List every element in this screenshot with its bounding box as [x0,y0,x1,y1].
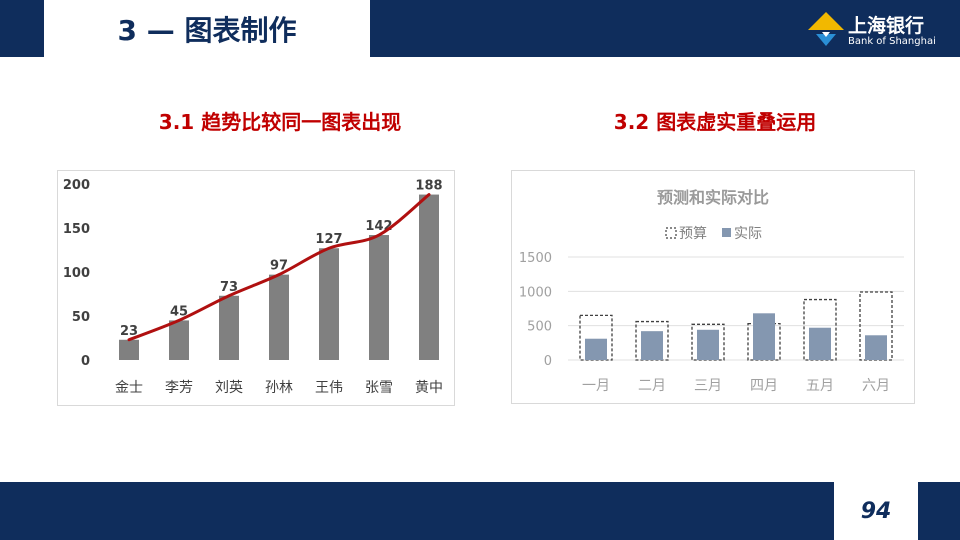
bar [369,235,389,360]
budget-bar [803,298,837,361]
data-label: 23 [120,324,138,339]
page-number-box: 94 [834,482,918,540]
actual-bar [641,331,663,360]
y-tick-label: 1500 [519,251,552,266]
x-tick-label: 黄中 [415,379,443,396]
actual-bar [697,329,719,360]
actual-bar [809,327,831,360]
legend-label: 预算 [679,226,707,242]
bar [119,339,139,360]
y-tick-label: 100 [63,266,90,281]
section-title-left: 3.1 趋势比较同一图表出现 [158,110,402,134]
data-label: 142 [365,219,392,234]
data-label: 97 [270,259,288,274]
y-tick-label: 50 [72,310,90,325]
bank-logo-icon [808,12,844,46]
x-tick-label: 一月 [582,378,610,394]
y-tick-label: 150 [63,222,90,237]
trend-bar-chart: 0 50 100 150 200 23 金士 45 李芳 73 刘英 97 孙林 127 王伟 142 张雪 18… [63,178,443,396]
data-label: 73 [220,280,238,295]
data-label: 188 [415,179,442,194]
title-box: 3 — 图表制作 [44,0,370,57]
page-number: 94 [860,498,892,524]
x-tick-label: 六月 [862,378,890,394]
actual-bar [753,313,775,360]
logo-english-name: Bank of Shanghai [848,36,936,47]
bar [269,274,289,360]
footer-bar [0,482,960,540]
bar [219,295,239,360]
x-tick-label: 张雪 [365,380,393,396]
x-tick-label: 五月 [806,378,834,394]
right-chart-panel: 预测和实际对比预算 实际 0 500 1000 1500 一月 二月 三月 四月 五月 六月 [511,170,915,404]
y-tick-label: 0 [544,354,552,369]
y-tick-label: 500 [527,320,552,335]
actual-bar [585,338,607,360]
legend-swatch-actual [722,228,731,237]
legend-swatch-budget [665,227,677,239]
x-tick-label: 孙林 [265,380,293,396]
x-tick-label: 刘英 [215,379,243,396]
page-title: 3 — 图表制作 [117,13,297,47]
y-tick-label: 1000 [519,285,552,300]
x-tick-label: 李芳 [165,379,193,396]
left-chart-panel: 0 50 100 150 200 23 金士 45 李芳 73 刘英 97 孙林 127 王伟 142 张雪 18… [57,170,455,406]
y-tick-label: 0 [81,354,90,369]
actual-bar [865,335,887,360]
section-title-right: 3.2 图表虚实重叠运用 [613,110,817,134]
y-tick-label: 200 [63,178,90,193]
logo-chinese-name: 上海银行 [848,15,925,37]
x-tick-label: 金士 [115,380,143,396]
bar [319,248,339,360]
data-label: 45 [170,304,188,319]
x-tick-label: 王伟 [315,380,343,396]
data-label: 127 [315,232,342,247]
x-tick-label: 四月 [750,378,778,394]
budget-bar [691,323,725,361]
bar [419,194,439,360]
legend-label: 实际 [734,226,762,242]
chart-title: 预测和实际对比 [657,188,769,207]
x-tick-label: 二月 [638,378,666,394]
bank-logo: 上海银行 Bank of Shanghai [806,10,946,50]
bar [169,320,189,360]
x-tick-label: 三月 [694,378,722,394]
trend-line [127,193,431,342]
